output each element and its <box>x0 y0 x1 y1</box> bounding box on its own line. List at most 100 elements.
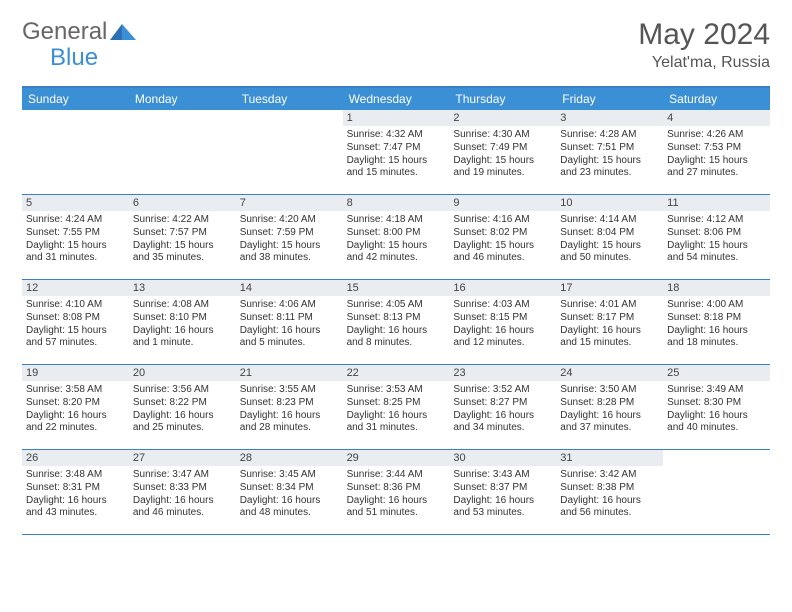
day-number: 25 <box>663 365 770 381</box>
day-info: Sunrise: 3:48 AMSunset: 8:31 PMDaylight:… <box>26 469 125 520</box>
empty-cell <box>236 110 343 194</box>
day-info: Sunrise: 4:18 AMSunset: 8:00 PMDaylight:… <box>347 214 446 265</box>
day-cell: 8 Sunrise: 4:18 AMSunset: 8:00 PMDaylight… <box>343 195 450 279</box>
day-cell: 9Sunrise: 4:16 AMSunset: 8:02 PMDaylight… <box>449 195 556 279</box>
day-number: 28 <box>236 450 343 466</box>
day-info: Sunrise: 4:03 AMSunset: 8:15 PMDaylight:… <box>453 299 552 350</box>
logo: GeneralBlue <box>22 18 136 72</box>
day-info: Sunrise: 3:49 AMSunset: 8:30 PMDaylight:… <box>667 384 766 435</box>
day-cell: 13 Sunrise: 4:08 AMSunset: 8:10 PMDayligh… <box>129 280 236 364</box>
day-cell: 26 Sunrise: 3:48 AMSunset: 8:31 PMDayligh… <box>22 450 129 534</box>
day-cell: 14Sunrise: 4:06 AMSunset: 8:11 PMDayligh… <box>236 280 343 364</box>
day-number: 7 <box>236 195 343 211</box>
day-number: 17 <box>556 280 663 296</box>
empty-cell <box>22 110 129 194</box>
day-number: 15 <box>343 280 450 296</box>
day-cell: 11Sunrise: 4:12 AMSunset: 8:06 PMDayligh… <box>663 195 770 279</box>
day-number: 19 <box>22 365 129 381</box>
day-cell: 25 Sunrise: 3:49 AMSunset: 8:30 PMDayligh… <box>663 365 770 449</box>
day-number: 26 <box>22 450 129 466</box>
day-number: 12 <box>22 280 129 296</box>
day-cell: 15 Sunrise: 4:05 AMSunset: 8:13 PMDayligh… <box>343 280 450 364</box>
day-number: 6 <box>129 195 236 211</box>
day-info: Sunrise: 4:16 AMSunset: 8:02 PMDaylight:… <box>453 214 552 265</box>
day-info: Sunrise: 4:20 AMSunset: 7:59 PMDaylight:… <box>240 214 339 265</box>
day-info: Sunrise: 3:50 AMSunset: 8:28 PMDaylight:… <box>560 384 659 435</box>
day-info: Sunrise: 3:44 AMSunset: 8:36 PMDaylight:… <box>347 469 446 520</box>
week-row: 19 Sunrise: 3:58 AMSunset: 8:20 PMDayligh… <box>22 365 770 450</box>
day-number: 10 <box>556 195 663 211</box>
day-number: 29 <box>343 450 450 466</box>
week-row: 1Sunrise: 4:32 AMSunset: 7:47 PMDaylight… <box>22 110 770 195</box>
day-cell: 24 Sunrise: 3:50 AMSunset: 8:28 PMDayligh… <box>556 365 663 449</box>
day-cell: 30 Sunrise: 3:43 AMSunset: 8:37 PMDayligh… <box>449 450 556 534</box>
calendar: SundayMondayTuesdayWednesdayThursdayFrid… <box>22 86 770 535</box>
day-cell: 28 Sunrise: 3:45 AMSunset: 8:34 PMDayligh… <box>236 450 343 534</box>
day-info: Sunrise: 3:47 AMSunset: 8:33 PMDaylight:… <box>133 469 232 520</box>
day-number: 22 <box>343 365 450 381</box>
day-cell: 21 Sunrise: 3:55 AMSunset: 8:23 PMDayligh… <box>236 365 343 449</box>
day-header-row: SundayMondayTuesdayWednesdayThursdayFrid… <box>22 88 770 110</box>
day-number: 21 <box>236 365 343 381</box>
day-header: Monday <box>129 88 236 110</box>
day-cell: 17 Sunrise: 4:01 AMSunset: 8:17 PMDayligh… <box>556 280 663 364</box>
day-info: Sunrise: 3:45 AMSunset: 8:34 PMDaylight:… <box>240 469 339 520</box>
day-number: 31 <box>556 450 663 466</box>
day-info: Sunrise: 4:24 AMSunset: 7:55 PMDaylight:… <box>26 214 125 265</box>
day-cell: 12 Sunrise: 4:10 AMSunset: 8:08 PMDayligh… <box>22 280 129 364</box>
day-cell: 5Sunrise: 4:24 AMSunset: 7:55 PMDaylight… <box>22 195 129 279</box>
day-number: 23 <box>449 365 556 381</box>
day-info: Sunrise: 4:32 AMSunset: 7:47 PMDaylight:… <box>347 129 446 180</box>
title-block: May 2024 Yelat'ma, Russia <box>638 18 770 72</box>
day-cell: 23 Sunrise: 3:52 AMSunset: 8:27 PMDayligh… <box>449 365 556 449</box>
day-header: Friday <box>556 88 663 110</box>
day-cell: 3Sunrise: 4:28 AMSunset: 7:51 PMDaylight… <box>556 110 663 194</box>
day-number: 14 <box>236 280 343 296</box>
day-info: Sunrise: 3:42 AMSunset: 8:38 PMDaylight:… <box>560 469 659 520</box>
week-row: 5Sunrise: 4:24 AMSunset: 7:55 PMDaylight… <box>22 195 770 280</box>
empty-cell <box>663 450 770 534</box>
day-info: Sunrise: 4:01 AMSunset: 8:17 PMDaylight:… <box>560 299 659 350</box>
day-info: Sunrise: 3:43 AMSunset: 8:37 PMDaylight:… <box>453 469 552 520</box>
day-info: Sunrise: 4:10 AMSunset: 8:08 PMDaylight:… <box>26 299 125 350</box>
day-number: 20 <box>129 365 236 381</box>
day-info: Sunrise: 4:26 AMSunset: 7:53 PMDaylight:… <box>667 129 766 180</box>
day-header: Thursday <box>449 88 556 110</box>
day-cell: 16 Sunrise: 4:03 AMSunset: 8:15 PMDayligh… <box>449 280 556 364</box>
week-row: 12 Sunrise: 4:10 AMSunset: 8:08 PMDayligh… <box>22 280 770 365</box>
day-info: Sunrise: 3:56 AMSunset: 8:22 PMDaylight:… <box>133 384 232 435</box>
day-cell: 27Sunrise: 3:47 AMSunset: 8:33 PMDayligh… <box>129 450 236 534</box>
day-header: Tuesday <box>236 88 343 110</box>
day-number: 24 <box>556 365 663 381</box>
day-info: Sunrise: 4:00 AMSunset: 8:18 PMDaylight:… <box>667 299 766 350</box>
day-header: Saturday <box>663 88 770 110</box>
day-header: Sunday <box>22 88 129 110</box>
day-cell: 2Sunrise: 4:30 AMSunset: 7:49 PMDaylight… <box>449 110 556 194</box>
day-info: Sunrise: 3:55 AMSunset: 8:23 PMDaylight:… <box>240 384 339 435</box>
day-info: Sunrise: 3:53 AMSunset: 8:25 PMDaylight:… <box>347 384 446 435</box>
day-cell: 7 Sunrise: 4:20 AMSunset: 7:59 PMDaylight… <box>236 195 343 279</box>
day-cell: 20 Sunrise: 3:56 AMSunset: 8:22 PMDayligh… <box>129 365 236 449</box>
location-label: Yelat'ma, Russia <box>638 54 770 72</box>
day-cell: 31 Sunrise: 3:42 AMSunset: 8:38 PMDayligh… <box>556 450 663 534</box>
day-cell: 4 Sunrise: 4:26 AMSunset: 7:53 PMDaylight… <box>663 110 770 194</box>
day-number: 8 <box>343 195 450 211</box>
logo-word2: Blue <box>50 44 98 72</box>
day-number: 18 <box>663 280 770 296</box>
day-cell: 1Sunrise: 4:32 AMSunset: 7:47 PMDaylight… <box>343 110 450 194</box>
day-number: 30 <box>449 450 556 466</box>
day-number: 4 <box>663 110 770 126</box>
day-cell: 22 Sunrise: 3:53 AMSunset: 8:25 PMDayligh… <box>343 365 450 449</box>
day-info: Sunrise: 4:22 AMSunset: 7:57 PMDaylight:… <box>133 214 232 265</box>
day-info: Sunrise: 4:08 AMSunset: 8:10 PMDaylight:… <box>133 299 232 350</box>
day-number: 13 <box>129 280 236 296</box>
day-info: Sunrise: 4:05 AMSunset: 8:13 PMDaylight:… <box>347 299 446 350</box>
logo-word1: General <box>22 18 107 46</box>
logo-triangle-icon <box>110 22 136 42</box>
day-cell: 10Sunrise: 4:14 AMSunset: 8:04 PMDayligh… <box>556 195 663 279</box>
day-number: 16 <box>449 280 556 296</box>
day-info: Sunrise: 3:52 AMSunset: 8:27 PMDaylight:… <box>453 384 552 435</box>
day-info: Sunrise: 3:58 AMSunset: 8:20 PMDaylight:… <box>26 384 125 435</box>
day-cell: 18 Sunrise: 4:00 AMSunset: 8:18 PMDayligh… <box>663 280 770 364</box>
day-info: Sunrise: 4:30 AMSunset: 7:49 PMDaylight:… <box>453 129 552 180</box>
